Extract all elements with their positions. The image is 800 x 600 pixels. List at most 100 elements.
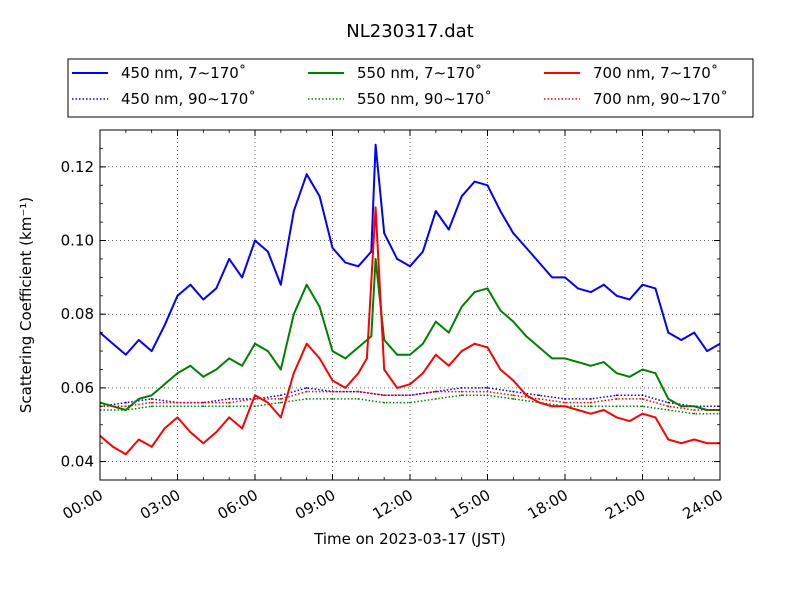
series-0-point: [409, 265, 411, 268]
x-tick-label: 09:00: [292, 486, 338, 523]
series-4-point: [396, 386, 398, 389]
series-4-point: [331, 379, 334, 382]
series-5-point: [279, 398, 282, 400]
series-5-point: [305, 390, 308, 393]
series-4-point: [654, 416, 657, 419]
series-0-point: [254, 239, 256, 242]
series-4-point: [163, 427, 166, 430]
series-2-point: [422, 342, 424, 345]
series-4-point: [680, 442, 683, 445]
series-0-point: [486, 184, 489, 187]
series-4-point: [409, 383, 411, 386]
series-2-point: [374, 258, 377, 260]
series-4-point: [499, 368, 502, 371]
series-2-point: [680, 405, 683, 408]
series-0-point: [473, 180, 476, 183]
x-tick-label: 21:00: [602, 486, 648, 523]
series-2-point: [305, 283, 308, 286]
series-0-point: [434, 210, 437, 212]
series-3-point: [589, 405, 592, 408]
series-4-point: [460, 350, 463, 352]
series-0-point: [641, 283, 644, 286]
series-5-point: [564, 401, 566, 404]
legend: 450 nm, 7∼170˚ 450 nm, 90∼170˚ 550 nm, 7∼1…: [67, 58, 754, 118]
series-0-point: [241, 276, 243, 279]
series-4-point: [150, 445, 153, 448]
series-2-point: [409, 353, 411, 356]
legend-label-1: 450 nm, 90∼170˚: [121, 90, 256, 108]
series-2-point: [176, 372, 179, 375]
x-tick-label: 00:00: [60, 486, 106, 523]
series-3-point: [124, 409, 127, 411]
series-4-point: [693, 438, 696, 441]
x-tick-label: 06:00: [215, 486, 261, 523]
series-0-point: [525, 246, 528, 249]
series-2-point: [292, 313, 295, 316]
x-tick-label: 24:00: [680, 486, 726, 523]
series-5-point: [124, 405, 127, 408]
series-0-point: [460, 195, 463, 198]
series-0-point: [564, 276, 566, 279]
series-4-point: [628, 420, 631, 422]
series-1-point: [667, 401, 670, 404]
series-5-point: [202, 401, 205, 404]
series-0-point: [331, 246, 334, 249]
series-5-point: [254, 398, 256, 400]
series-2-point: [602, 361, 605, 364]
series-4-point: [267, 401, 269, 404]
series-2-point: [641, 368, 644, 371]
series-2-point: [628, 375, 631, 378]
series-3-point: [409, 401, 411, 404]
series-5-point: [150, 401, 153, 404]
series-4-point: [254, 394, 256, 397]
series-0-point: [163, 324, 166, 327]
series-5-point: [409, 394, 411, 397]
series-4-point: [602, 409, 605, 411]
series-3-point: [305, 398, 308, 400]
chart-title: NL230317.dat: [346, 21, 473, 42]
series-3-point: [254, 405, 256, 408]
series-1-point: [305, 386, 308, 389]
series-0-point: [318, 195, 321, 198]
series-5-point: [460, 390, 463, 393]
series-2-point: [202, 375, 205, 378]
series-4-point: [434, 353, 437, 356]
series-1-point: [228, 398, 231, 400]
series-4-point: [228, 416, 231, 419]
series-4-point: [305, 342, 308, 345]
series-1-point: [641, 394, 644, 397]
y-tick-label: 0.04: [61, 453, 94, 471]
series-5-point: [331, 390, 334, 393]
series-4-point: [525, 394, 528, 397]
y-tick-label: 0.08: [61, 305, 94, 323]
series-4-point: [667, 438, 670, 441]
series-2-point: [615, 372, 618, 375]
series-0-point: [680, 339, 683, 341]
series-5-point: [228, 401, 231, 404]
y-axis-label: Scattering Coefficient (km⁻¹): [17, 197, 35, 413]
series-3-point: [176, 405, 179, 408]
series-2-point: [357, 346, 360, 349]
series-4-point: [422, 372, 424, 375]
series-0-point: [422, 250, 424, 253]
series-0-point: [693, 331, 696, 334]
series-4-point: [241, 427, 243, 430]
series-4-point: [589, 412, 592, 415]
y-tick-label: 0.06: [61, 379, 94, 397]
series-2-point: [434, 320, 437, 323]
series-2-point: [344, 357, 347, 360]
series-1-point: [486, 386, 489, 389]
series-3-point: [486, 394, 489, 397]
series-0-point: [344, 261, 347, 264]
series-0-point: [189, 283, 192, 286]
series-4-point: [706, 442, 708, 445]
series-5-point: [615, 398, 618, 400]
series-0-point: [396, 258, 398, 260]
legend-label-5: 700 nm, 90∼170˚: [593, 90, 728, 108]
series-0-point: [124, 353, 127, 356]
series-3-point: [667, 409, 670, 411]
series-4-point: [292, 372, 295, 375]
series-0-point: [267, 250, 269, 253]
series-2-point: [241, 364, 243, 367]
series-3-point: [512, 398, 515, 400]
